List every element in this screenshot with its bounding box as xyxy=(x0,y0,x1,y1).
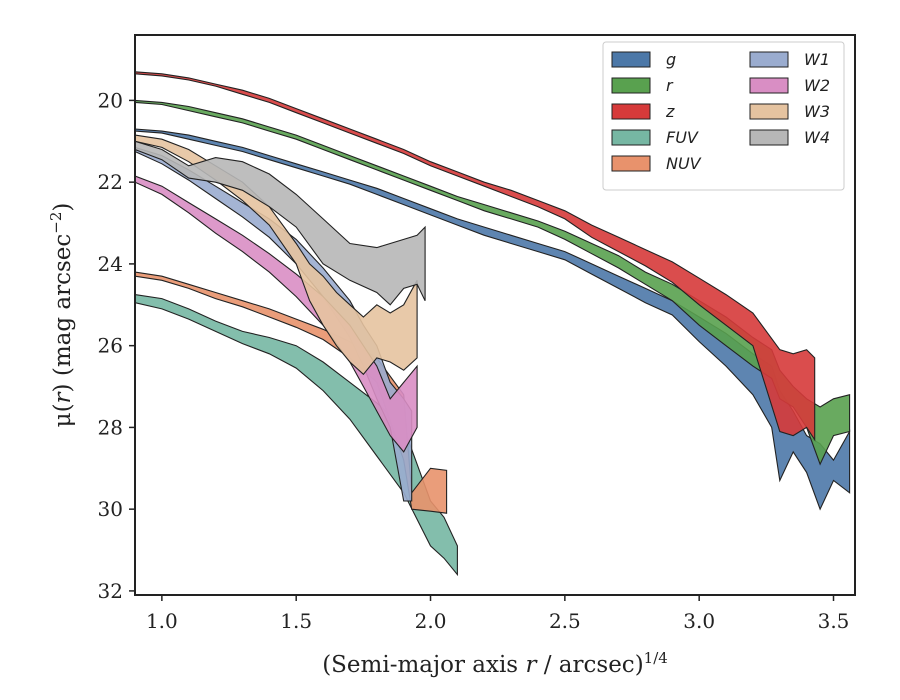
y-tick-label: 26 xyxy=(98,334,123,358)
y-tick-label: 32 xyxy=(98,579,123,603)
legend-swatch-w2 xyxy=(749,77,789,94)
x-tick-label: 2.5 xyxy=(549,609,581,633)
x-tick-label: 3.0 xyxy=(683,609,715,633)
legend-label-w2: W2 xyxy=(804,76,830,95)
series-band-r xyxy=(135,99,851,466)
legend-swatch-nuv xyxy=(611,155,651,172)
y-tick-label: 24 xyxy=(98,252,123,276)
series-band-g xyxy=(135,128,851,511)
legend-swatch-w3 xyxy=(749,103,789,120)
legend-swatch-w4 xyxy=(749,129,789,146)
y-tick-label: 28 xyxy=(98,415,123,439)
x-tick-label: 1.0 xyxy=(146,609,178,633)
legend-swatch-w1 xyxy=(749,51,789,68)
legend-label-w4: W4 xyxy=(804,128,830,147)
legend: grz FUV NUV W1 W2 W3 W4 xyxy=(602,41,845,191)
y-tick-label: 22 xyxy=(98,170,123,194)
series-band-z xyxy=(135,71,816,442)
legend-label-z: z xyxy=(665,102,675,121)
series-band-w3 xyxy=(135,134,418,376)
legend-label-w1: W1 xyxy=(804,50,830,69)
series-band-w4 xyxy=(135,140,426,306)
x-tick-label: 2.0 xyxy=(415,609,447,633)
legend-swatch-fuv xyxy=(611,129,651,146)
legend-label-r: r xyxy=(666,76,674,95)
ticks-layer: 1.0 1.5 2.0 2.5 3.0 3.5 20 22 24 26 28 30 32 xyxy=(98,88,850,633)
y-tick-label: 30 xyxy=(98,497,123,521)
x-tick-label: 1.5 xyxy=(280,609,312,633)
legend-swatch-r xyxy=(611,77,651,94)
series-layer xyxy=(135,71,851,577)
legend-swatch-g xyxy=(611,51,651,68)
y-axis-title: μ(r) (mag arcsec−2) xyxy=(47,203,76,428)
plot-frame xyxy=(134,34,856,596)
legend-label-fuv: FUV xyxy=(666,128,699,147)
legend-label-w3: W3 xyxy=(804,102,830,121)
legend-swatch-z xyxy=(611,103,651,120)
y-tick-label: 20 xyxy=(98,88,123,112)
legend-label-nuv: NUV xyxy=(666,154,702,173)
x-axis-title: (Semi-major axis r / arcsec)1/4 xyxy=(322,649,668,678)
legend-label-g: g xyxy=(666,50,676,69)
series-band-w2 xyxy=(135,175,418,453)
x-tick-label: 3.5 xyxy=(818,609,850,633)
